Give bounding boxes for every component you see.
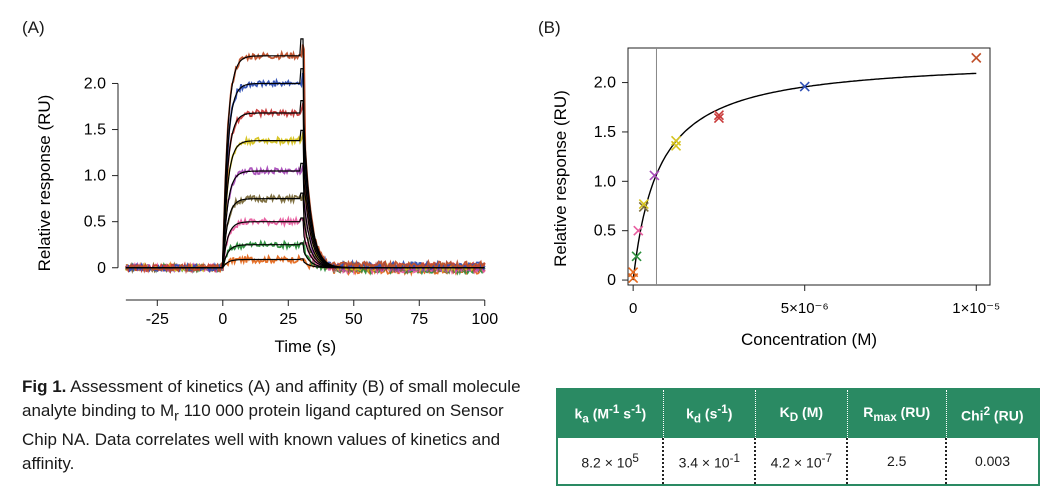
x-tick-label: 100 [471, 311, 498, 328]
data-point-stroke [713, 113, 724, 124]
header-text: K [779, 404, 790, 421]
data-point-stroke [631, 251, 642, 262]
header-text: Chi [961, 407, 984, 424]
y-tick-label: 1.5 [594, 124, 616, 141]
x-axis-title: Time (s) [274, 337, 336, 356]
data-point-stroke [799, 81, 810, 92]
panel-b-label: (B) [538, 18, 561, 37]
y-tick-label: 0 [607, 272, 616, 289]
data-point [631, 251, 642, 262]
x-tick-label: 5×10⁻⁶ [781, 300, 829, 317]
x-tick-label: 1×10⁻⁵ [952, 300, 1000, 317]
data-point-stroke [713, 110, 724, 121]
header-text: (s [701, 405, 718, 422]
header-text: -1 [717, 402, 728, 416]
caption-text-2: 110 000 protein ligand captured on Senso… [22, 401, 504, 474]
caption-subscript: r [174, 408, 179, 425]
y-tick-label: 0 [97, 260, 106, 277]
kinetics-table: ka (M-1 s-1) kd (s-1) KD (M) Rmax (RU) Chi2 … [556, 388, 1040, 486]
data-point-stroke [638, 198, 649, 210]
header-text: d [693, 412, 702, 426]
header-text: D [789, 410, 799, 424]
data-point [713, 110, 724, 121]
y-axis-title: Relative response (RU) [551, 90, 570, 267]
y-tick-label: 2.0 [594, 75, 616, 92]
header-text: k [686, 405, 694, 422]
header-text: (RU) [990, 407, 1024, 424]
cell-exponent: 5 [632, 451, 639, 465]
x-tick-label: 25 [279, 311, 297, 328]
header-text: R [863, 404, 874, 421]
data-point-stroke [633, 225, 644, 236]
header-text: ) [641, 405, 647, 422]
figure-caption: Fig 1. Assessment of kinetics (A) and af… [22, 375, 532, 476]
y-tick-label: 1.0 [84, 168, 106, 185]
fit-curve [125, 38, 485, 269]
header-text: 2 [983, 404, 991, 418]
header-text: k [574, 405, 583, 422]
sensorgram-chart: -25 0 25 50 75 100 0 0.5 1.0 1.5 2.0 Time (s) Relati… [35, 38, 498, 356]
x-tick-label: 0 [629, 300, 637, 317]
data-point [638, 198, 649, 210]
data-point [971, 52, 982, 63]
affinity-chart: 0 5×10⁻⁶ 1×10⁻⁵ 0 0.5 1.0 1.5 2.0 Concentration … [551, 47, 1000, 349]
data-point-stroke [638, 201, 649, 213]
table-cell-1: 3.4 × 10-1 [663, 438, 757, 485]
table-cell-4: 0.003 [946, 438, 1039, 485]
caption-label: Fig 1. [22, 377, 67, 396]
header-text: (M) [798, 404, 824, 421]
table-cell-0: 8.2 × 105 [557, 438, 665, 485]
cell-value: 3.4 × 10 [678, 454, 730, 471]
header-text: (RU) [896, 404, 931, 421]
header-text: ) [727, 405, 733, 422]
y-axis-title: Relative response (RU) [35, 95, 54, 272]
x-tick-label: 50 [345, 311, 363, 328]
y-tick-label: 0.5 [84, 214, 106, 231]
table-header-0: ka (M-1 s-1) [557, 389, 664, 438]
header-text: s [619, 405, 632, 422]
data-point [713, 113, 724, 124]
x-tick-label: -25 [146, 311, 169, 328]
table-header-4: Chi2 (RU) [946, 389, 1039, 438]
header-text: max [873, 410, 897, 424]
data-point-stroke [628, 267, 639, 278]
header-text: -1 [631, 402, 642, 416]
binding-fit-curve [632, 72, 977, 281]
header-text: (M [588, 405, 610, 422]
cell-exponent: -7 [821, 451, 832, 465]
table-row: 8.2 × 105 3.4 × 10-1 4.2 × 10-7 2.5 0.003 [557, 438, 1039, 485]
x-axis-title: Concentration (M) [741, 330, 877, 349]
cell-value: 2.5 [886, 453, 907, 469]
data-point [799, 81, 810, 92]
data-point [628, 267, 639, 278]
cell-value: 4.2 × 10 [770, 454, 822, 471]
table-header-3: Rmax (RU) [847, 389, 947, 438]
table-cell-2: 4.2 × 10-7 [755, 438, 849, 485]
x-tick-label: 0 [218, 311, 227, 328]
data-point-stroke [670, 135, 682, 146]
data-point [633, 225, 644, 236]
y-tick-label: 1.5 [84, 122, 106, 139]
data-point-stroke [971, 52, 982, 63]
y-tick-label: 1.0 [594, 173, 616, 190]
table-header-1: kd (s-1) [663, 389, 756, 438]
data-point-stroke [649, 170, 660, 181]
x-tick-label: 75 [410, 311, 428, 328]
header-text: -1 [609, 402, 620, 416]
y-tick-label: 2.0 [84, 75, 106, 92]
data-point [638, 201, 649, 213]
header-text: a [582, 412, 589, 426]
panel-a-label: (A) [22, 18, 45, 37]
cell-value: 8.2 × 10 [581, 454, 633, 471]
table-header-row: ka (M-1 s-1) kd (s-1) KD (M) Rmax (RU) Chi2 … [557, 389, 1039, 438]
table-cell-3: 2.5 [847, 438, 947, 485]
y-tick-label: 0.5 [594, 223, 616, 240]
data-point [670, 135, 682, 146]
data-point [649, 170, 660, 181]
cell-exponent: -1 [729, 451, 740, 465]
plot-frame [627, 47, 991, 286]
cell-value: 0.003 [974, 453, 1011, 469]
table-header-2: KD (M) [755, 389, 848, 438]
caption-text-1: Assessment of kinetics (A) and affinity … [22, 377, 521, 420]
